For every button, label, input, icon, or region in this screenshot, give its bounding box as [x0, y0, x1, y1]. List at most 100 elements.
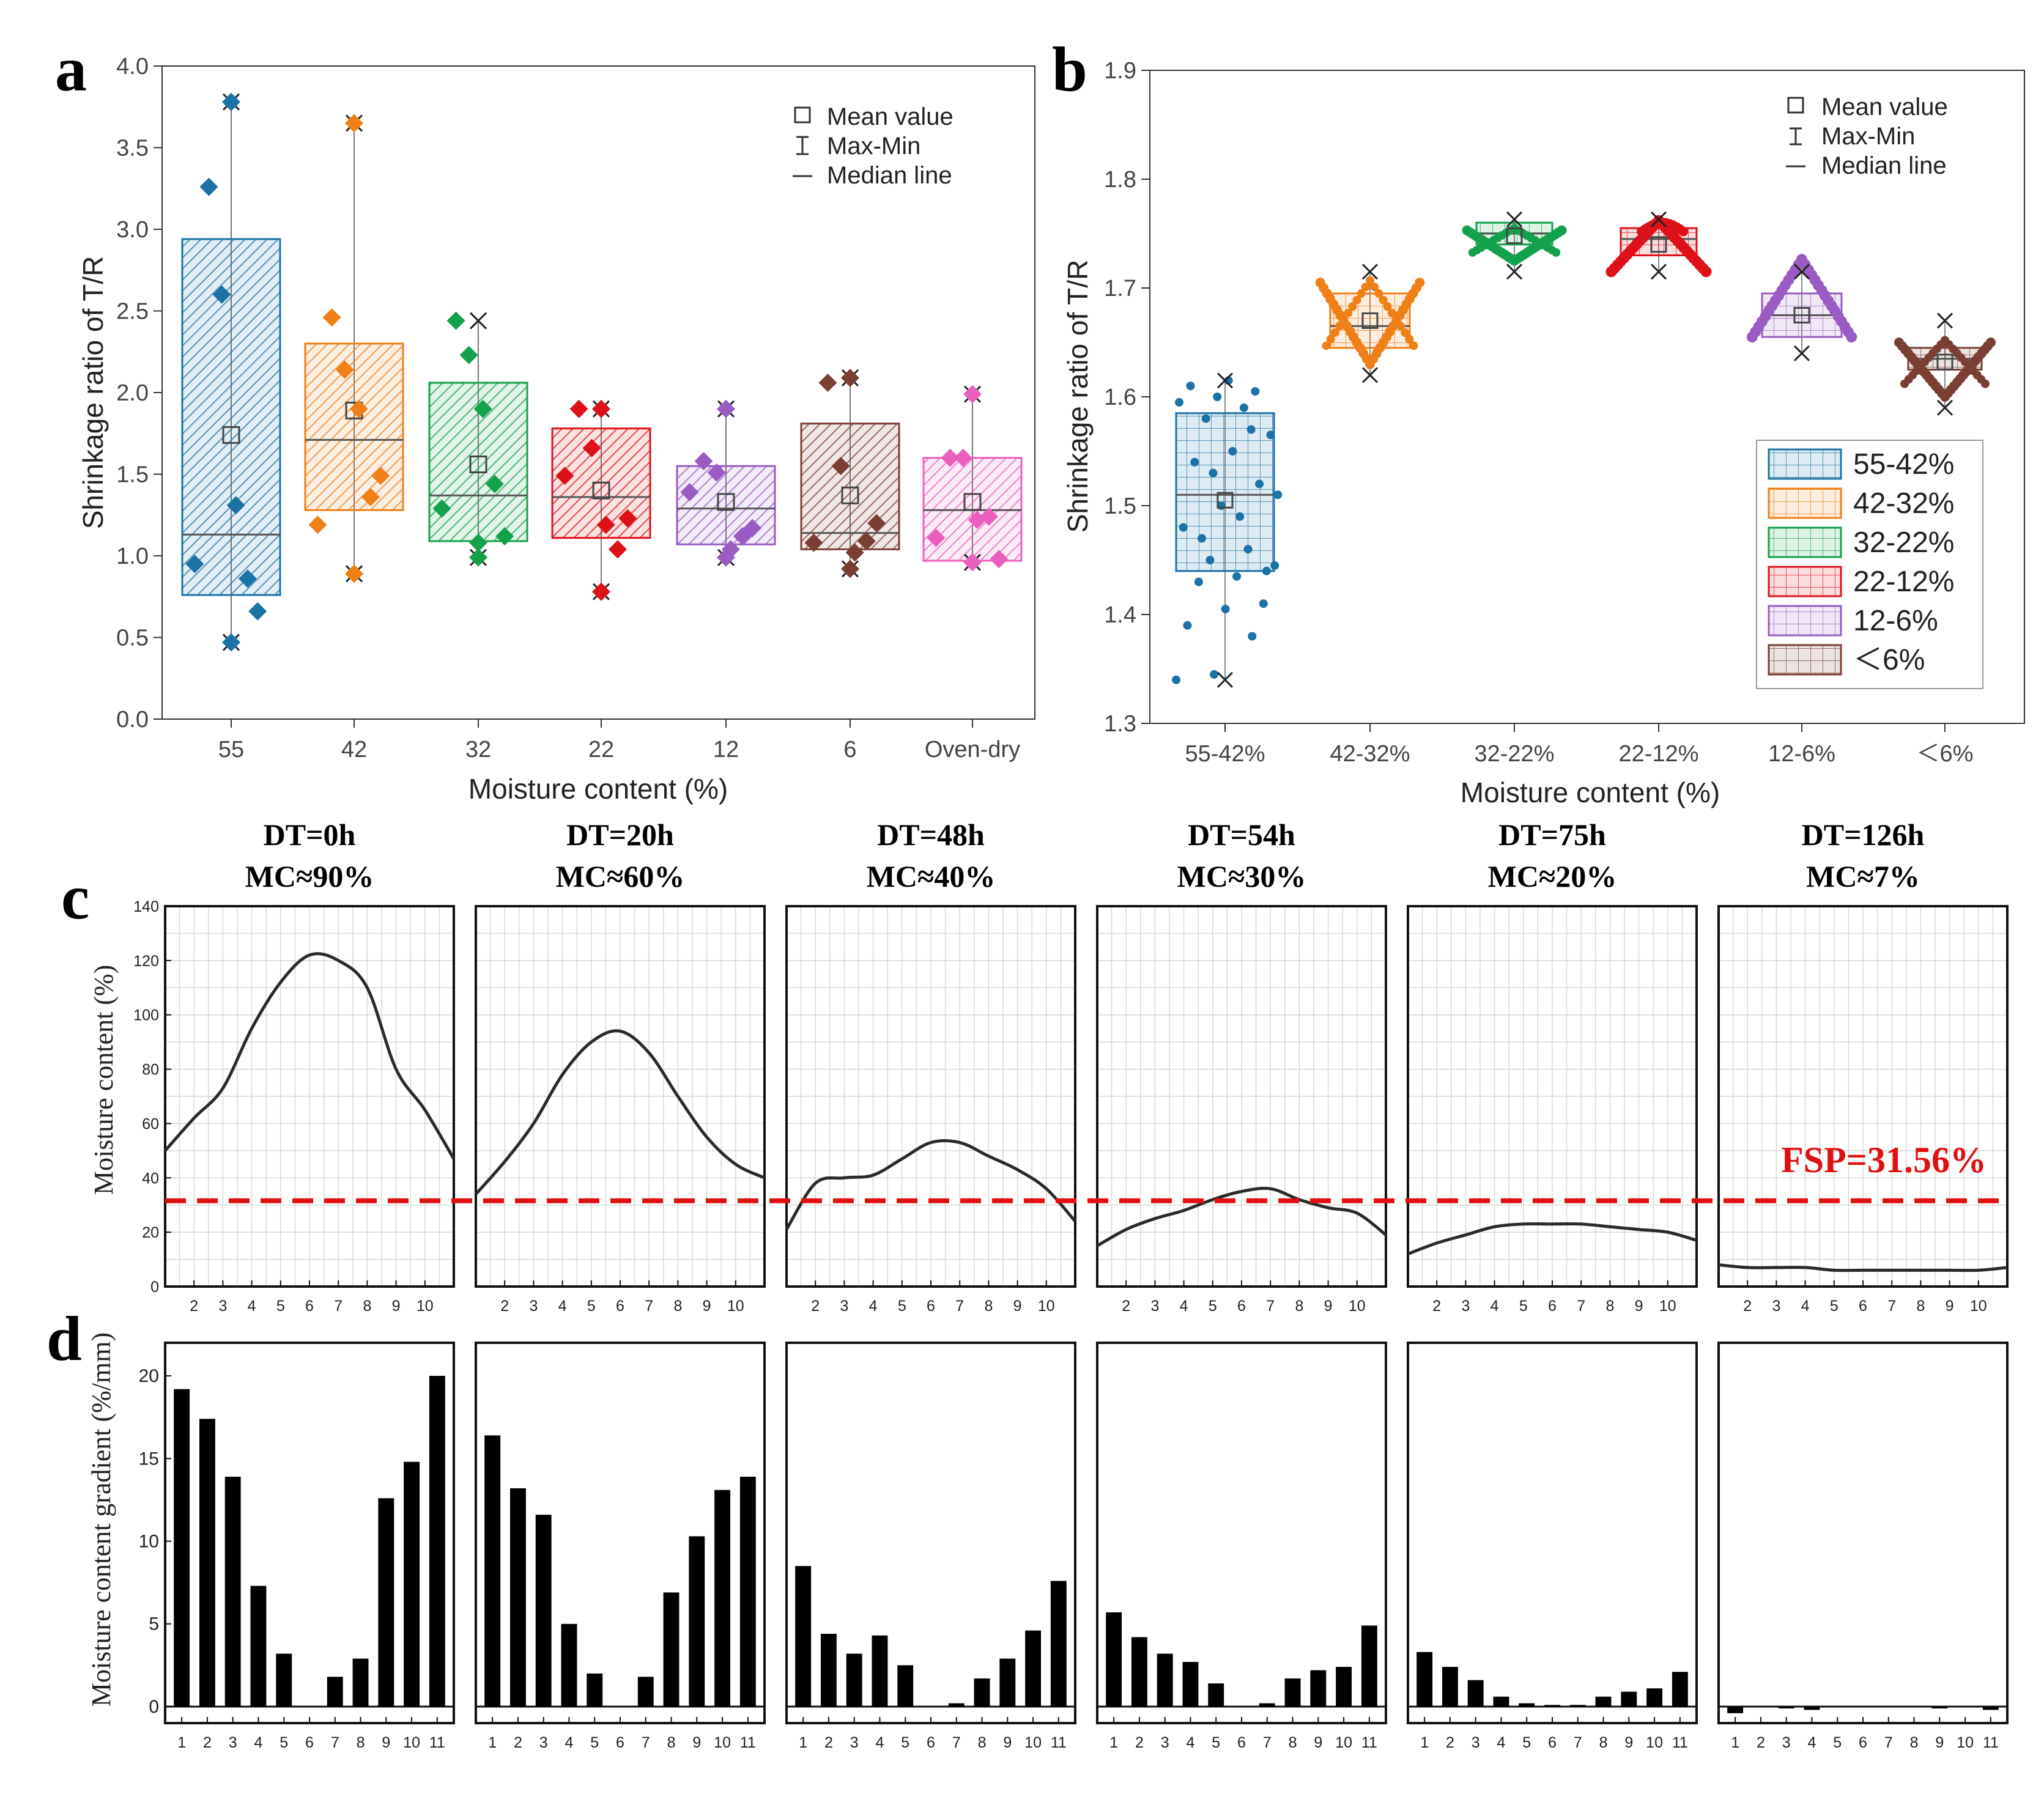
moisture-profile-line: [1096, 1186, 1387, 1247]
x-tick-label: 4: [1808, 1734, 1816, 1751]
data-point: [1262, 566, 1271, 575]
y-tick-label: 1.3: [1104, 711, 1136, 737]
min-marker: [1650, 264, 1667, 280]
legend-maxmin-marker: [796, 136, 809, 155]
x-tick-label: 10: [1970, 1298, 1987, 1315]
data-point: [1379, 295, 1388, 305]
x-tick-label: 4: [1490, 1298, 1499, 1315]
x-tick-label: 11: [1672, 1734, 1688, 1751]
x-tick-label: 6: [1548, 1734, 1557, 1751]
y-tick-label: 0.0: [116, 707, 149, 733]
data-point: [680, 482, 699, 501]
y-tick-label: 2.5: [116, 299, 149, 325]
x-tick-label: 3: [1150, 1298, 1159, 1315]
data-point: [1198, 534, 1206, 543]
max-marker: [1793, 264, 1810, 280]
y-tick-label: 15: [139, 1449, 159, 1469]
series-legend-swatch: [1768, 487, 1842, 519]
gradient-bar-4: [250, 1586, 267, 1707]
legend-maxmin-label: Max-Min: [827, 133, 920, 160]
gradient-bar-8: [352, 1658, 369, 1707]
x-tick-label: 2: [1135, 1734, 1144, 1751]
x-tick-label: 5: [1212, 1734, 1220, 1751]
y-tick-label: 1.5: [116, 462, 149, 488]
x-tick-label: 8: [1289, 1734, 1297, 1751]
subplot-title-time: DT=48h: [877, 818, 985, 852]
mean-marker: [841, 486, 859, 504]
gradient-bar-3: [846, 1653, 862, 1707]
x-tick-label: 6: [843, 737, 856, 762]
gradient-bar-10: [1646, 1688, 1663, 1707]
data-point: [867, 514, 886, 533]
panel-d-subplot: 1 2 3 4 5 6 7 8 9 10 11: [1096, 1342, 1387, 1751]
data-point: [1700, 266, 1712, 278]
data-point: [1339, 315, 1349, 324]
x-tick-label: 10: [1957, 1734, 1974, 1751]
data-point: [1330, 328, 1339, 337]
panel-a: a 0.0 0.5 1.0 1.5 2.0 2.5 3.0 3.5 4.0 55 42 32 22 12…: [55, 34, 1035, 805]
x-tick-label: 2: [500, 1298, 509, 1315]
legend-mean-label: Mean value: [827, 103, 953, 130]
x-tick-label: 42: [341, 737, 367, 762]
x-tick-label: 10: [403, 1734, 420, 1751]
x-tick-label: 4: [1187, 1734, 1195, 1751]
panel-d-subplot: 1 2 3 4 5 6 7 8 9 10 11: [475, 1342, 766, 1751]
gradient-bar-11: [1050, 1581, 1067, 1707]
data-point: [707, 463, 726, 482]
series-legend-label: 55-42%: [1853, 448, 1954, 481]
max-marker: [469, 312, 487, 330]
mean-marker: [469, 455, 487, 473]
x-tick-label: 6: [305, 1734, 314, 1751]
x-tick-label: 9: [1314, 1734, 1322, 1751]
x-tick-label: 55-42%: [1185, 741, 1265, 767]
data-point: [1357, 289, 1366, 298]
data-point: [345, 114, 363, 133]
x-tick-label: 8: [363, 1298, 371, 1315]
x-tick-label: 7: [642, 1734, 650, 1751]
panel-b-legend: Mean value Max-Min Median line: [1786, 94, 1948, 179]
legend-mean-marker: [1787, 97, 1804, 114]
x-tick-label: 5: [1209, 1298, 1217, 1315]
panel-d-subplot: 1 2 3 4 5 6 7 8 9 10 11: [785, 1342, 1076, 1751]
box-6: [800, 423, 900, 550]
y-tick-label: 1.8: [1104, 167, 1136, 193]
x-tick-label: 1: [799, 1734, 807, 1751]
gradient-bar-10: [404, 1461, 420, 1707]
mean-marker: [963, 493, 982, 511]
x-tick-label: 8: [1295, 1298, 1303, 1315]
series-legend-swatch: [1768, 448, 1842, 480]
gradient-bar-5: [276, 1653, 292, 1707]
x-tick-label: 5: [901, 1734, 909, 1751]
gradient-bar-4: [872, 1635, 888, 1707]
data-point: [459, 345, 478, 364]
data-point: [1391, 315, 1401, 324]
data-point: [979, 507, 998, 526]
series-legend-swatch: [1768, 644, 1842, 676]
max-marker: [1361, 264, 1379, 280]
x-tick-label: 8: [1599, 1734, 1608, 1751]
data-point: [1209, 468, 1218, 478]
panel-b-series-legend: 55-42% 42-32% 32-22% 22-12% 12-6% ＜6%: [1756, 440, 1983, 689]
x-tick-label: 8: [673, 1298, 682, 1315]
panel-c-subplot: DT=75h MC≈20% 2 3 4 5 6 7 8 9 10: [1407, 818, 1698, 1315]
x-tick-label: 9: [382, 1734, 390, 1751]
x-tick-label: 9: [1013, 1298, 1022, 1315]
gradient-bar-7: [1259, 1703, 1275, 1707]
x-tick-label: 4: [1801, 1298, 1810, 1315]
subplot-title-mc: MC≈40%: [867, 859, 996, 893]
data-point: [953, 448, 972, 467]
panel-c-subplot: DT=126h MC≈7% 2 3 4 5 6 7 8 9 10: [1717, 818, 2009, 1315]
x-tick-label: 10: [417, 1298, 434, 1315]
x-tick-label: 11: [1361, 1734, 1377, 1751]
x-tick-label: 2: [1743, 1298, 1752, 1315]
x-tick-label: 9: [1324, 1298, 1333, 1315]
x-tick-label: 3: [529, 1298, 538, 1315]
series-legend-swatch: [1768, 605, 1842, 637]
subplot-title-mc: MC≈7%: [1806, 859, 1920, 893]
data-point: [1205, 556, 1215, 564]
subplot-title-time: DT=20h: [566, 818, 674, 852]
x-tick-label: 4: [565, 1734, 574, 1751]
y-tick-label: 100: [133, 1007, 159, 1024]
x-tick-label: 8: [1916, 1298, 1925, 1315]
x-tick-label: 2: [514, 1734, 522, 1751]
